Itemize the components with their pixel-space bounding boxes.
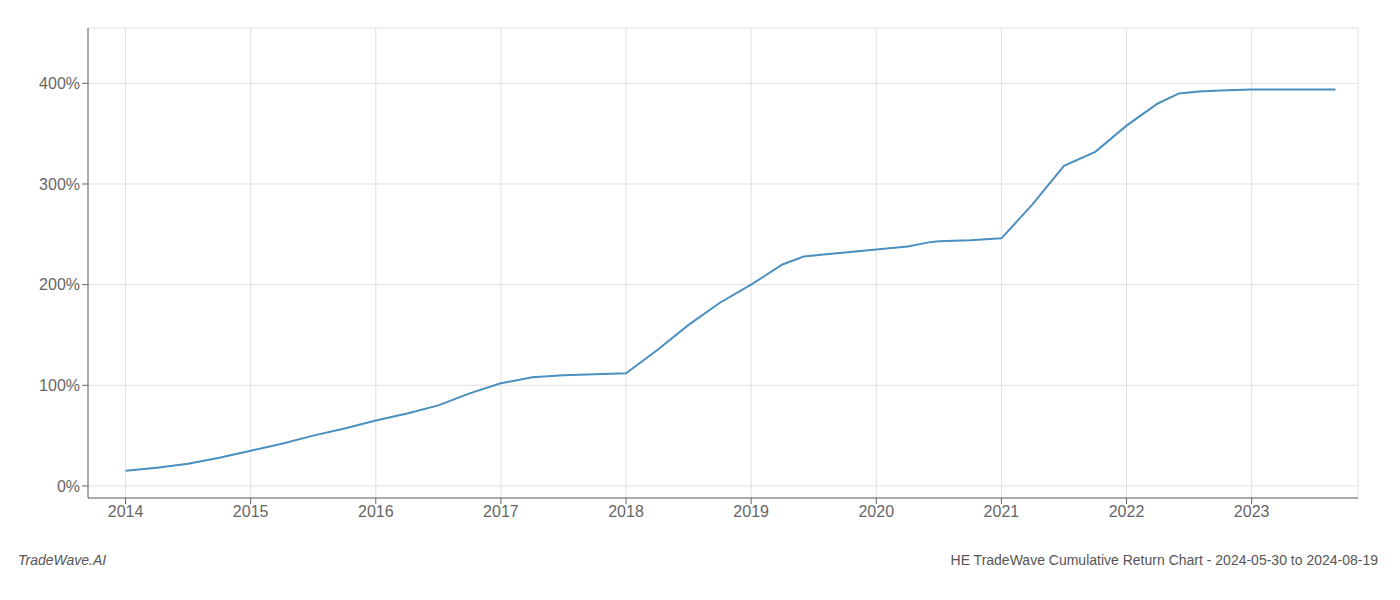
svg-text:2020: 2020 <box>858 503 894 520</box>
svg-text:2014: 2014 <box>108 503 144 520</box>
svg-text:2018: 2018 <box>608 503 644 520</box>
svg-text:200%: 200% <box>39 276 80 293</box>
svg-text:400%: 400% <box>39 75 80 92</box>
svg-text:100%: 100% <box>39 377 80 394</box>
svg-text:0%: 0% <box>57 478 80 495</box>
html-text:HE TradeWave Cumulative Return: HE TradeWave Cumulative Return Chart - 2… <box>950 552 1378 568</box>
html-text:TradeWave.AI: TradeWave.AI <box>18 552 107 568</box>
svg-text:2017: 2017 <box>483 503 519 520</box>
svg-text:2016: 2016 <box>358 503 394 520</box>
svg-text:2021: 2021 <box>984 503 1020 520</box>
svg-text:2015: 2015 <box>233 503 269 520</box>
svg-text:2019: 2019 <box>733 503 769 520</box>
svg-text:300%: 300% <box>39 176 80 193</box>
svg-text:2023: 2023 <box>1234 503 1270 520</box>
svg-text:2022: 2022 <box>1109 503 1145 520</box>
